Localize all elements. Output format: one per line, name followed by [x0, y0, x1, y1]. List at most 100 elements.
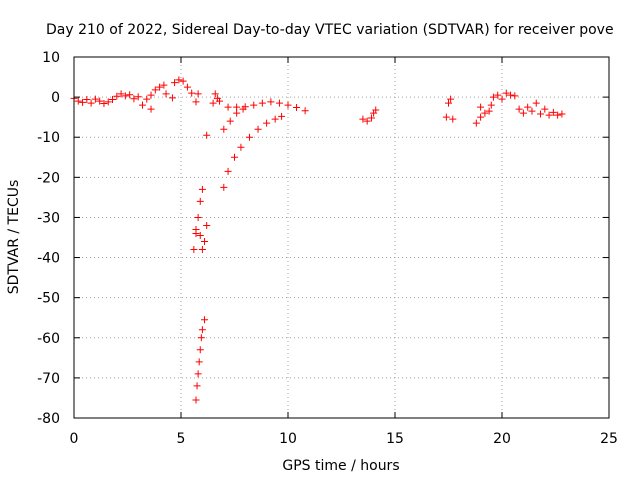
data-point [151, 86, 159, 94]
data-point [100, 100, 108, 108]
data-point [363, 117, 371, 125]
data-point [472, 119, 480, 127]
chart-title: Day 210 of 2022, Sidereal Day-to-day VTE… [46, 22, 614, 38]
data-point [193, 382, 201, 390]
y-tick-label: -70 [37, 371, 60, 387]
data-point [203, 131, 211, 139]
x-axis-label: GPS time / hours [282, 458, 399, 474]
data-point [168, 94, 176, 102]
data-point [359, 115, 367, 123]
data-point [254, 125, 262, 133]
data-point [194, 370, 202, 378]
data-point [201, 316, 209, 324]
data-point [224, 167, 232, 175]
data-point [271, 115, 279, 123]
data-point [196, 346, 204, 354]
data-marks [70, 76, 566, 404]
data-point [194, 90, 202, 98]
data-point [143, 95, 151, 103]
x-tick-label: 10 [279, 431, 297, 447]
data-point [367, 114, 375, 122]
data-point [126, 91, 134, 99]
data-point [109, 96, 117, 104]
data-point [263, 119, 271, 127]
y-tick-label: -80 [37, 411, 60, 427]
data-point [445, 99, 452, 107]
data-point [511, 92, 519, 100]
data-point [502, 89, 510, 97]
data-point [162, 90, 170, 98]
y-tick-label: 0 [51, 90, 60, 106]
data-point [117, 90, 125, 98]
y-tick-label: -40 [37, 251, 60, 267]
data-point [190, 246, 198, 254]
data-point [211, 90, 219, 98]
data-point [188, 89, 196, 97]
grid-layer [74, 57, 609, 418]
data-point [241, 103, 249, 111]
data-point [192, 225, 200, 233]
data-point [293, 104, 301, 112]
data-point [442, 113, 450, 121]
data-point [494, 91, 502, 99]
data-point [489, 93, 497, 101]
data-point [477, 113, 485, 121]
x-tick-label: 15 [386, 431, 404, 447]
data-point [301, 107, 309, 115]
y-tick-label: -30 [37, 210, 60, 226]
data-point [147, 105, 155, 113]
data-point [121, 92, 129, 100]
data-point [192, 98, 200, 106]
data-point [447, 95, 455, 103]
data-point [171, 79, 179, 87]
data-point [372, 106, 380, 114]
data-point [198, 326, 206, 334]
data-point [485, 107, 493, 115]
data-point [220, 125, 228, 133]
data-point [524, 103, 532, 111]
data-point [545, 111, 553, 119]
data-point [237, 143, 245, 151]
y-axis-label: SDTVAR / TECUs [6, 180, 22, 295]
data-point [196, 197, 204, 205]
data-point [201, 238, 209, 246]
data-point [195, 358, 203, 366]
data-point [216, 97, 224, 105]
data-point [209, 99, 217, 107]
tick-labels: 0 5 10 15 20 25 10 0 -10 -20 -30 -40 -50 -60 -70 -80 [37, 50, 618, 447]
data-point [196, 231, 204, 239]
data-point [198, 246, 206, 254]
data-point [147, 91, 155, 99]
data-point [134, 93, 142, 101]
data-point [507, 91, 515, 99]
data-point [481, 109, 489, 117]
data-point [233, 103, 241, 111]
data-point [558, 110, 566, 118]
data-point [183, 83, 191, 91]
data-point [541, 105, 549, 113]
data-point [175, 76, 183, 84]
x-tick-label: 0 [70, 431, 79, 447]
data-point [79, 98, 87, 106]
data-point [487, 101, 495, 109]
data-point [226, 117, 234, 125]
data-point [549, 108, 557, 116]
data-point [554, 111, 562, 119]
data-point [498, 95, 506, 103]
data-point [245, 133, 253, 141]
y-tick-label: -10 [37, 130, 60, 146]
data-point [537, 110, 545, 118]
data-point [275, 99, 283, 107]
data-point [519, 109, 527, 117]
x-tick-label: 20 [493, 431, 511, 447]
data-point [528, 107, 536, 115]
data-point [179, 77, 187, 85]
data-point [284, 101, 292, 109]
data-point [87, 99, 95, 107]
data-point [91, 95, 99, 103]
data-point [267, 98, 275, 106]
data-point [203, 221, 211, 229]
data-point [231, 153, 238, 161]
data-point [532, 99, 540, 107]
